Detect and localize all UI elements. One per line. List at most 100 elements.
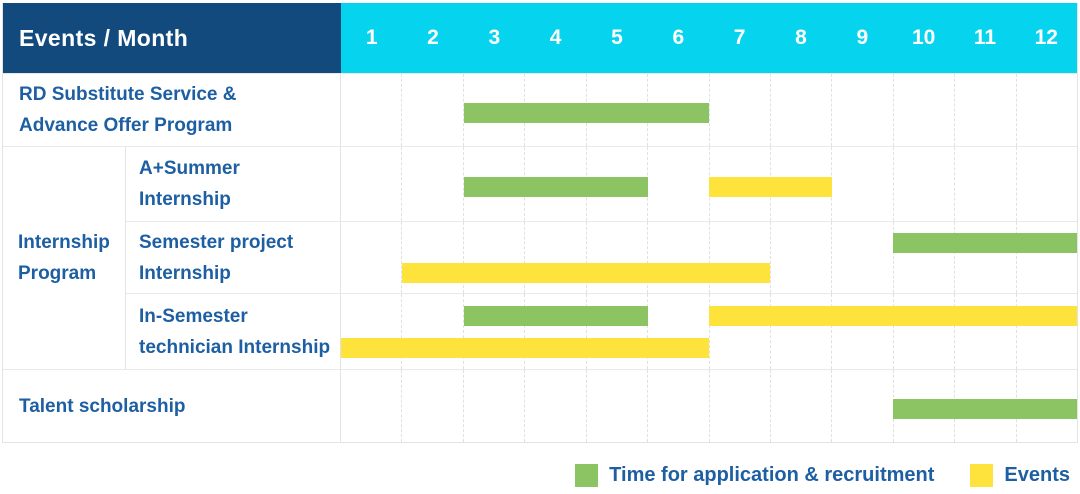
month-header-4: 4 — [549, 26, 562, 49]
timeline-track-semester-project-internship — [341, 222, 1077, 293]
label-line: A+Summer — [139, 158, 240, 179]
schedule-table: Events / Month 1 2 3 4 5 6 7 8 9 10 11 12 RD Substi… — [2, 3, 1078, 443]
grid-cell — [832, 222, 894, 293]
table-body: RD Substitute Service & Advance Offer Pro… — [3, 73, 1077, 442]
table-header-row: Events / Month 1 2 3 4 5 6 7 8 9 10 11 12 — [3, 3, 1077, 73]
recruitment-swatch — [575, 464, 599, 487]
grid-cell — [955, 222, 1017, 293]
label-line: Internship — [139, 262, 231, 284]
month-gridlines — [341, 74, 1077, 146]
grid-cell — [648, 370, 710, 442]
label-line: Internship — [18, 232, 110, 253]
grid-cell — [771, 294, 833, 369]
label-line: Talent scholarship — [19, 395, 186, 417]
row-label-semester-project-internship: Semester project Internship — [126, 222, 341, 293]
grid-cell — [832, 74, 894, 146]
month-header-11: 11 — [973, 26, 997, 49]
grid-cell — [402, 147, 464, 221]
grid-cell — [832, 294, 894, 369]
event-swatch — [970, 464, 994, 487]
event-bar-a-plus-summer-internship — [709, 177, 832, 197]
grid-cell — [710, 222, 771, 293]
grid-cell — [587, 222, 649, 293]
month-header-6: 6 — [672, 26, 685, 49]
grid-cell — [710, 370, 771, 442]
row-label-in-semester-technician-internship: In-Semester technician Internship — [126, 294, 341, 369]
grid-cell — [341, 74, 403, 146]
grid-cell — [771, 370, 833, 442]
grid-cell — [648, 294, 710, 369]
grid-cell — [341, 294, 403, 369]
events-month-header: Events / Month — [3, 3, 341, 73]
table-row-in-semester-technician-internship: In-Semester technician Internship — [126, 293, 1077, 369]
table-row-rd-substitute-service: RD Substitute Service & Advance Offer Pro… — [3, 73, 1077, 146]
event-bar-in-semester-technician-internship — [709, 305, 1077, 326]
legend-label-event: Events — [1004, 464, 1070, 486]
table-row-semester-project-internship: Semester project Internship — [126, 221, 1077, 293]
month-gridlines — [341, 294, 1077, 369]
grid-cell — [525, 294, 587, 369]
recruitment-bar-rd-substitute-service — [463, 103, 709, 123]
table-row-talent-scholarship-row: Talent scholarship — [3, 369, 1077, 442]
grid-cell — [464, 222, 526, 293]
grid-cell — [587, 294, 649, 369]
grid-cell — [894, 294, 956, 369]
label-line: Semester project — [139, 231, 294, 253]
timeline-track-a-plus-summer-internship — [341, 147, 1077, 221]
month-header-1: 1 — [365, 26, 378, 49]
month-header-8: 8 — [795, 26, 807, 49]
grid-cell — [648, 147, 710, 221]
grid-cell — [402, 74, 464, 146]
row-label-a-plus-summer-internship: A+Summer Internship — [126, 147, 341, 221]
legend: Time for application & recruitment Events — [575, 464, 1070, 487]
event-bar-in-semester-technician-internship — [341, 338, 709, 359]
grid-cell — [710, 74, 771, 146]
month-header-12: 12 — [1034, 26, 1058, 49]
grid-cell — [648, 74, 710, 146]
month-header-strip: 1 2 3 4 5 6 7 8 9 10 11 12 — [341, 3, 1077, 73]
label-line: In-Semester — [139, 305, 248, 327]
grid-cell — [832, 370, 894, 442]
timeline-track-talent-scholarship-row — [341, 370, 1077, 442]
label-line: Advance Offer Program — [19, 115, 233, 136]
row-label-internship-program: Internship Program — [3, 147, 126, 369]
month-header-5: 5 — [611, 26, 623, 49]
row-label-talent-scholarship-row: Talent scholarship — [3, 370, 341, 442]
grid-cell — [771, 147, 833, 221]
grid-cell — [1017, 147, 1077, 221]
grid-cell — [341, 222, 403, 293]
grid-cell — [832, 147, 894, 221]
grid-cell — [525, 370, 587, 442]
grid-cell — [402, 370, 464, 442]
grid-cell — [710, 294, 771, 369]
table-row-a-plus-summer-internship: A+Summer Internship — [126, 147, 1077, 221]
grid-cell — [648, 222, 710, 293]
grid-cell — [587, 370, 649, 442]
section-internship-program: Internship Program A+Summer Internship Semes… — [3, 146, 1077, 369]
label-line: technician Internship — [139, 336, 331, 358]
month-header-2: 2 — [427, 26, 439, 49]
grid-cell — [1017, 74, 1077, 146]
legend-label-recruitment: Time for application & recruitment — [609, 464, 935, 486]
grid-cell — [894, 147, 956, 221]
grid-cell — [771, 74, 833, 146]
label-line: RD Substitute Service & — [19, 84, 237, 105]
grid-cell — [464, 294, 526, 369]
event-bar-semester-project-internship — [402, 263, 771, 284]
row-label-rd-substitute-service: RD Substitute Service & Advance Offer Pro… — [3, 74, 341, 146]
grid-cell — [341, 147, 403, 221]
label-line: Internship — [139, 189, 231, 210]
timeline-track-rd-substitute-service — [341, 74, 1077, 146]
grid-cell — [955, 74, 1017, 146]
label-line: Program — [18, 263, 97, 284]
grid-cell — [955, 294, 1017, 369]
grid-cell — [402, 222, 464, 293]
grid-cell — [955, 147, 1017, 221]
group-rows-internship-program: A+Summer Internship Semester project Intern… — [126, 147, 1077, 369]
legend-item-event: Events — [970, 464, 1070, 487]
timeline-track-in-semester-technician-internship — [341, 294, 1077, 369]
grid-cell — [464, 370, 526, 442]
month-gridlines — [341, 222, 1077, 293]
grid-cell — [402, 294, 464, 369]
